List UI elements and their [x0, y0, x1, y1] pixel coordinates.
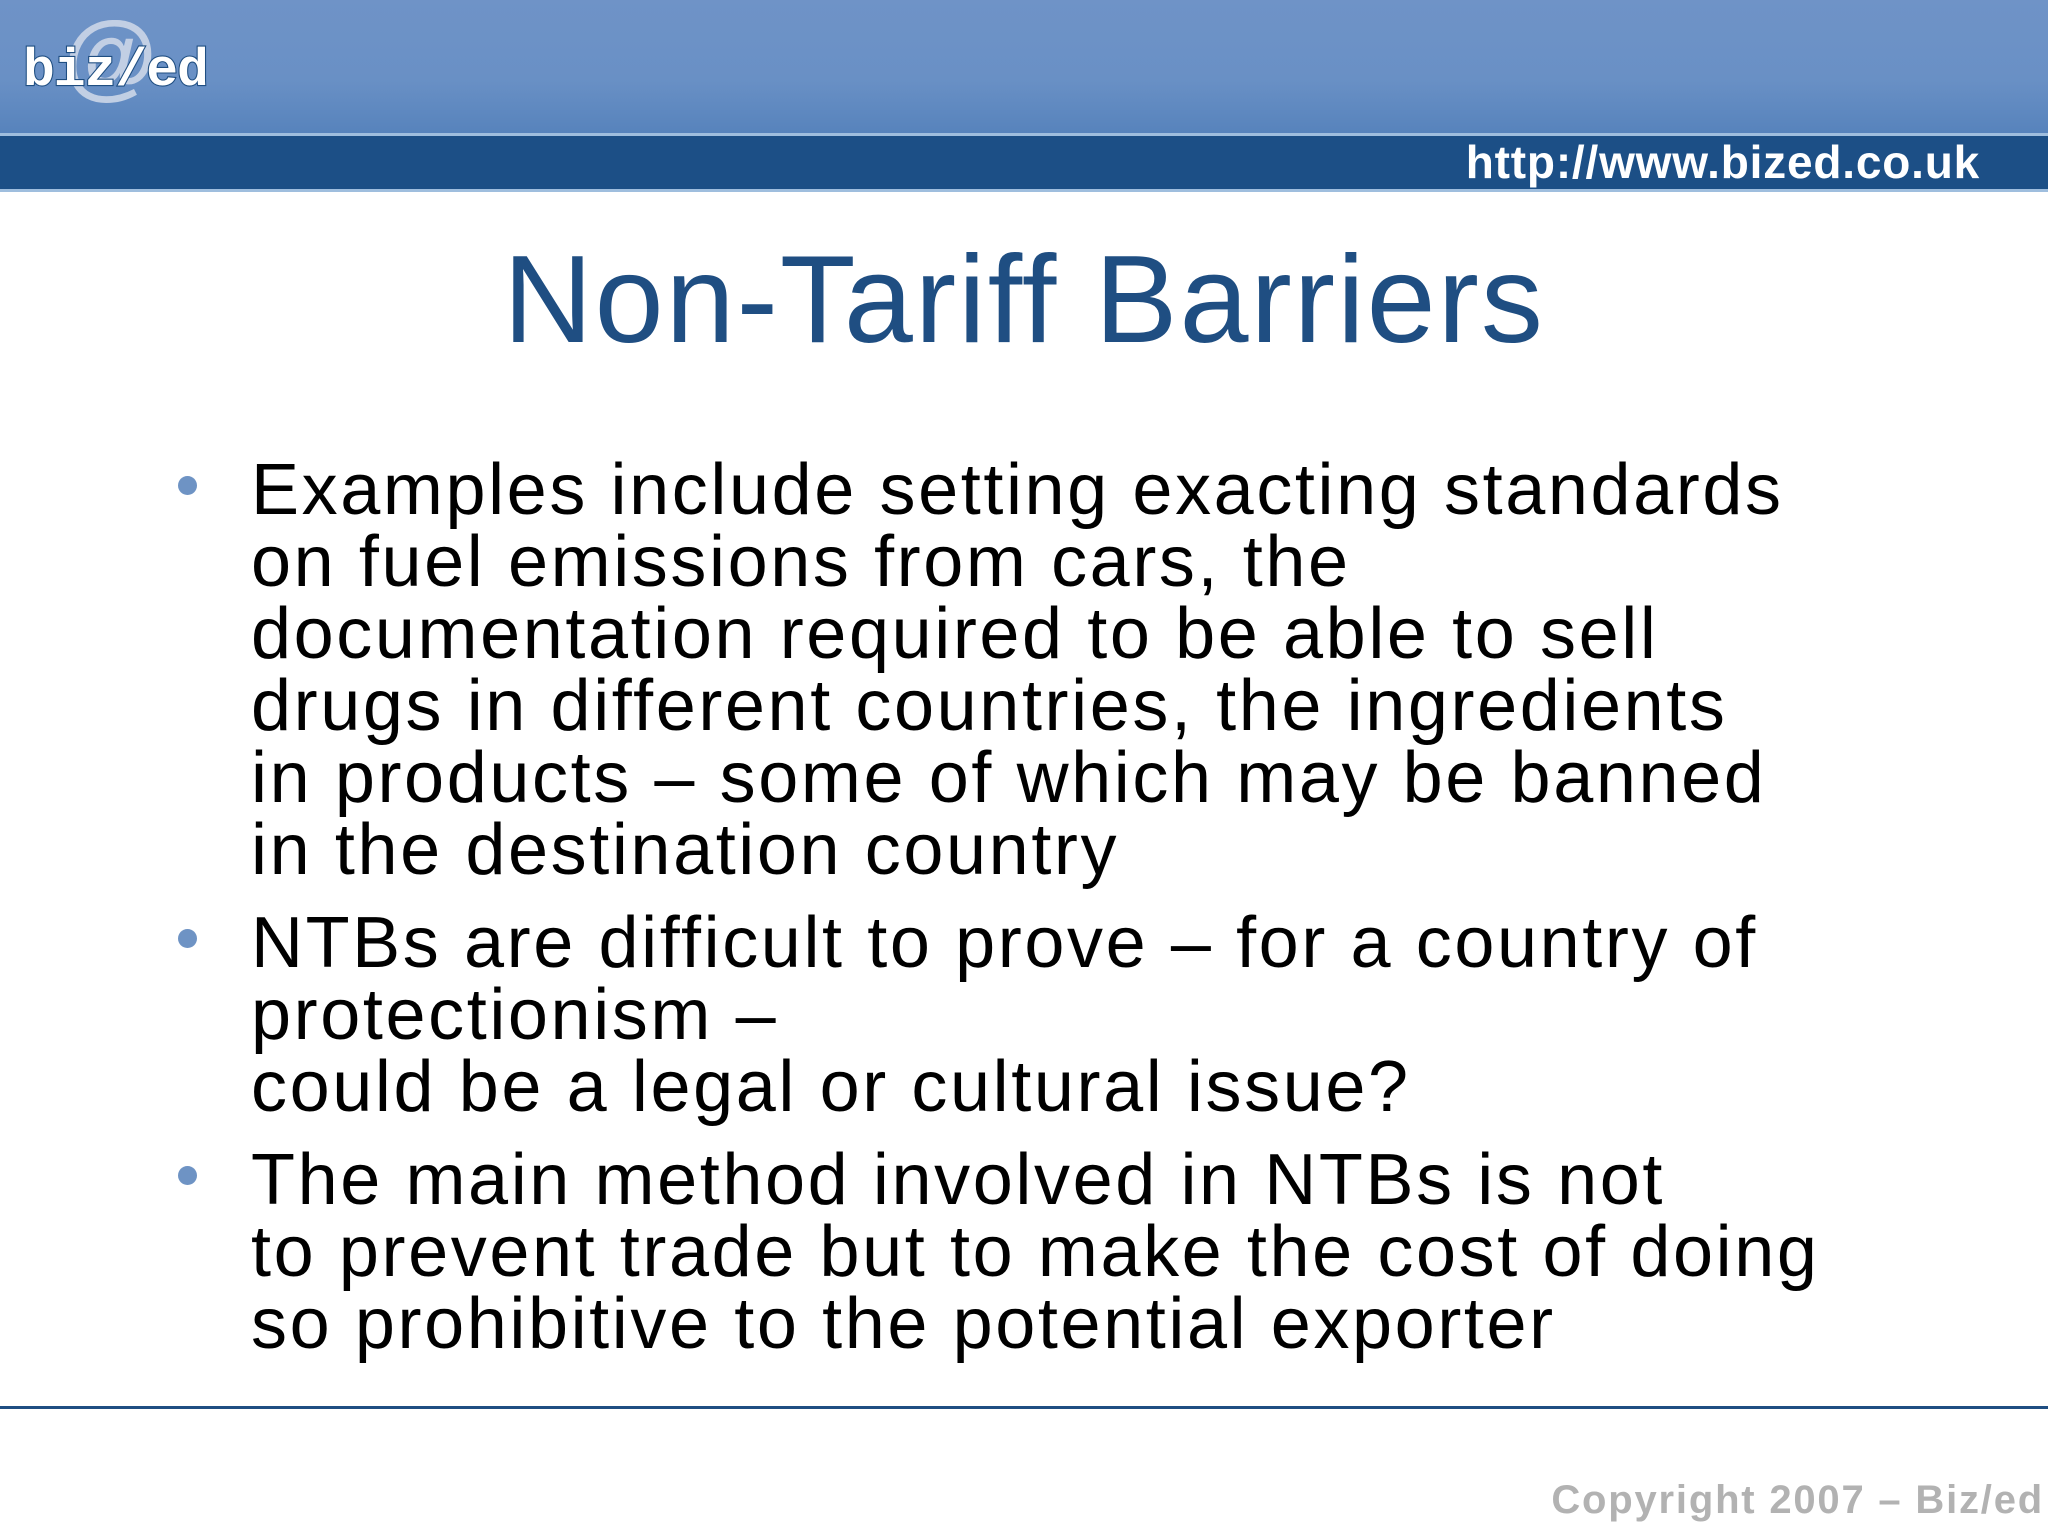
svg-text:biz/ed: biz/ed [23, 41, 208, 101]
